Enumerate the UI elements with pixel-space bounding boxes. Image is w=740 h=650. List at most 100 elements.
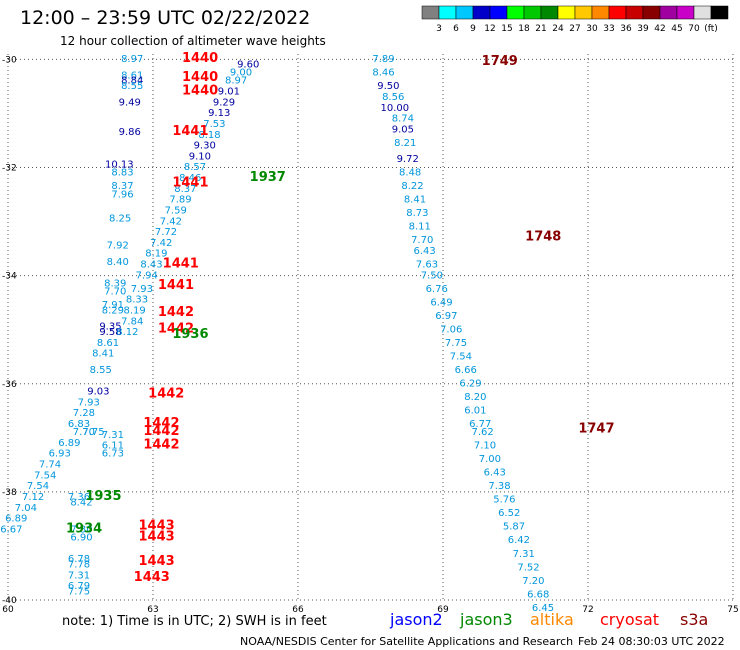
colorbar-label: 36: [620, 24, 632, 34]
wave-height-label: 8.48: [399, 168, 421, 179]
wave-height-label: 8.39: [104, 278, 126, 289]
wave-height-label: 7.70: [104, 287, 126, 298]
wave-height-label: 7.78: [68, 560, 90, 571]
colorbar-swatch: [710, 5, 729, 20]
wave-height-label: 8.43: [140, 260, 162, 271]
x-tick-label: 63: [147, 605, 158, 615]
wave-height-label: 7.70: [73, 427, 95, 438]
x-tick-label: 69: [437, 605, 449, 615]
pass-time-label: 1748: [525, 230, 561, 245]
x-tick-label: 75: [727, 605, 738, 615]
wave-height-label: 9.01: [218, 87, 240, 98]
wave-height-label: 9.03: [87, 387, 109, 398]
colorbar-label: 30: [586, 24, 598, 34]
wave-height-label: 7.53: [203, 119, 225, 130]
colorbar-swatch: [693, 5, 712, 20]
wave-height-label: 8.97: [225, 76, 247, 87]
wave-height-label: 7.75: [445, 338, 467, 349]
wave-height-label: 8.55: [90, 365, 112, 376]
colorbar-swatch: [659, 5, 678, 20]
colorbar-swatch: [506, 5, 525, 20]
satellite-legend-item: altika: [530, 610, 574, 629]
colorbar-swatch: [421, 5, 440, 20]
wave-height-label: 7.54: [27, 481, 49, 492]
wave-height-label: 6.83: [68, 419, 90, 430]
wave-height-label: 7.74: [39, 460, 61, 471]
wave-height-label: 10.00: [381, 103, 410, 114]
wave-height-label: 6.49: [430, 297, 452, 308]
pass-time-label: 1440: [182, 70, 218, 85]
wave-height-label: 6.90: [70, 533, 92, 544]
colorbar-label: (ft): [704, 24, 718, 34]
wave-height-label: 7.54: [34, 470, 56, 481]
wave-height-label: 7.31: [102, 430, 124, 441]
wave-height-label: 8.61: [121, 70, 143, 81]
wave-height-label: 7.00: [479, 454, 501, 465]
wave-height-label: 8.19: [145, 249, 167, 260]
colorbar-swatch: [608, 5, 627, 20]
wave-height-label: 6.76: [426, 284, 448, 295]
wave-height-label: 7.89: [169, 195, 191, 206]
colorbar-swatch: [642, 5, 661, 20]
pass-time-label: 1937: [250, 170, 286, 185]
wave-height-label: 8.83: [111, 168, 133, 179]
wave-height-label: 6.42: [508, 535, 530, 546]
wave-height-label: 7.93: [78, 397, 100, 408]
colorbar-swatch: [455, 5, 474, 20]
colorbar-label: 21: [535, 24, 546, 34]
wave-height-label: 8.18: [198, 130, 220, 141]
wave-height-label: 8.33: [126, 295, 148, 306]
wave-height-label: 8.73: [406, 208, 428, 219]
colorbar-label: 39: [637, 24, 649, 34]
wave-height-label: 5.76: [493, 495, 515, 506]
x-tick-label: 60: [2, 605, 14, 615]
colorbar-swatch: [540, 5, 559, 20]
colorbar-label: 3: [436, 24, 442, 34]
wave-height-label: 6.52: [498, 508, 520, 519]
wave-height-label: 8.19: [123, 305, 145, 316]
wave-height-label: 8.29: [102, 305, 124, 316]
wave-height-label: 8.46: [372, 68, 394, 79]
pass-time-label: 1936: [172, 327, 208, 342]
colorbar-label: 18: [518, 24, 530, 34]
wave-height-label: 9.58: [99, 327, 121, 338]
wave-height-label: 8.56: [382, 92, 404, 103]
wave-height-label: 8.41: [92, 349, 114, 360]
satellite-legend-item: s3a: [680, 610, 708, 629]
wave-height-values: 8.978.618.848.559.499.8610.138.838.377.9…: [0, 54, 554, 614]
colorbar-swatch: [523, 5, 542, 20]
wave-height-label: 8.37: [174, 184, 196, 195]
colorbar-label: 12: [484, 24, 495, 34]
pass-time-label: 1441: [172, 124, 208, 139]
wave-height-label: 7.96: [111, 189, 133, 200]
y-tick-label: -36: [2, 380, 17, 390]
wave-height-label: 6.97: [435, 311, 457, 322]
wave-height-label: 6.78: [68, 554, 90, 565]
wave-height-label: 6.29: [459, 378, 481, 389]
wave-height-label: 9.35: [99, 322, 121, 333]
wave-height-label: 6.79: [68, 581, 90, 592]
grid: [7, 54, 734, 601]
wave-height-label: 7.92: [107, 241, 129, 252]
chart-subtitle: 12 hour collection of altimeter wave hei…: [60, 34, 326, 48]
wave-height-label: 6.11: [102, 441, 124, 452]
wave-height-label: 7.42: [160, 216, 182, 227]
wave-height-label: 7.12: [22, 492, 44, 503]
wave-height-label: 7.59: [165, 205, 187, 216]
colorbar-swatch: [625, 5, 644, 20]
chart-title: 12:00 – 23:59 UTC 02/22/2022: [20, 7, 310, 29]
wave-height-label: 5.87: [503, 522, 525, 533]
y-tick-label: -34: [2, 272, 17, 282]
wave-height-label: 7.75: [68, 587, 90, 598]
y-tick-label: -40: [2, 596, 17, 606]
wave-height-label: 6.68: [527, 589, 549, 600]
colorbar-label: 27: [569, 24, 580, 34]
x-tick-label: 66: [292, 605, 304, 615]
pass-time-label: 1442: [158, 305, 194, 320]
wave-height-label: 7.31: [68, 570, 90, 581]
wave-height-label: 7.94: [136, 270, 158, 281]
wave-height-label: 9.86: [119, 127, 141, 138]
wave-height-label: 6.93: [49, 449, 71, 460]
wave-height-label: 6.73: [102, 449, 124, 460]
